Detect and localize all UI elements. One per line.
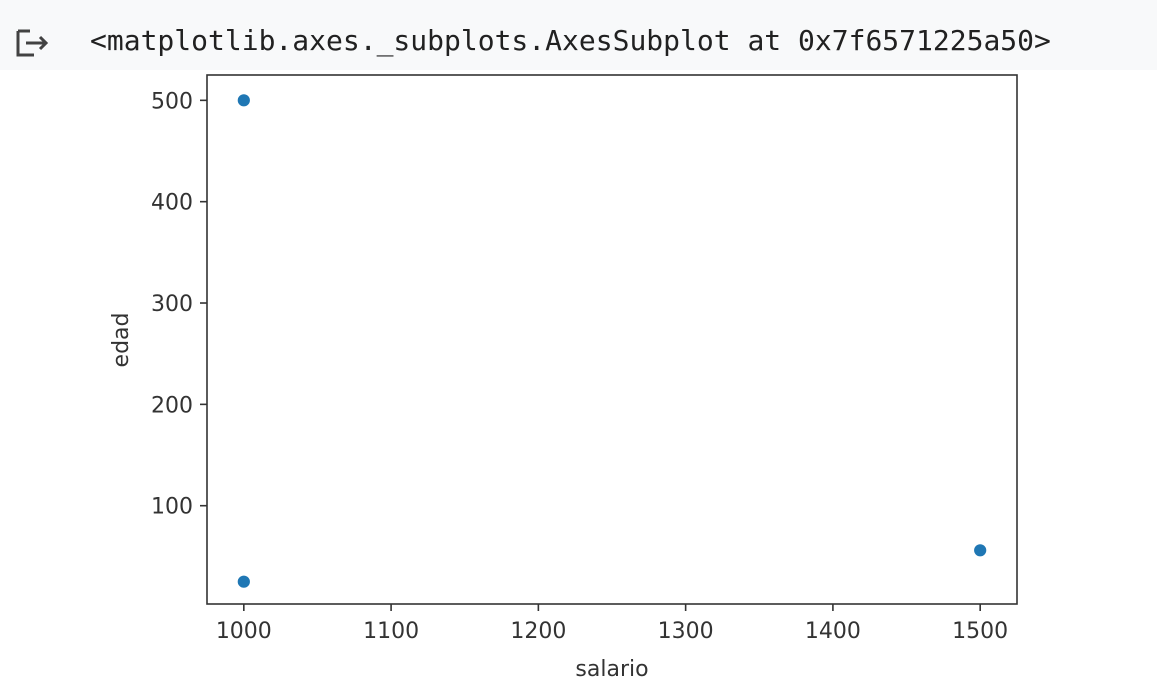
y-tick-label: 300	[151, 292, 193, 317]
y-tick-label: 400	[151, 191, 193, 216]
x-axis-ticks: 1000 1100 1200 1300 1400 1500	[216, 604, 1008, 644]
axes-frame	[206, 74, 1018, 605]
data-points	[236, 93, 988, 589]
y-tick-label: 100	[151, 495, 193, 520]
axes-repr-text: <matplotlib.axes._subplots.AxesSubplot a…	[90, 24, 1051, 57]
x-axis-label: salario	[575, 657, 648, 682]
y-tick-label: 500	[151, 89, 193, 114]
x-tick-label: 1000	[216, 619, 272, 644]
y-axis-label: edad	[109, 313, 134, 368]
x-tick-label: 1100	[363, 619, 419, 644]
x-tick-label: 1500	[952, 619, 1008, 644]
x-tick-label: 1300	[658, 619, 714, 644]
y-axis-ticks: 100 200 300 400 500	[151, 89, 207, 520]
output-arrow-icon[interactable]	[16, 28, 50, 58]
x-tick-label: 1200	[510, 619, 566, 644]
x-tick-label: 1400	[805, 619, 861, 644]
y-tick-label: 200	[151, 393, 193, 418]
data-point	[973, 543, 988, 558]
data-point	[236, 93, 251, 108]
data-point	[236, 574, 251, 589]
